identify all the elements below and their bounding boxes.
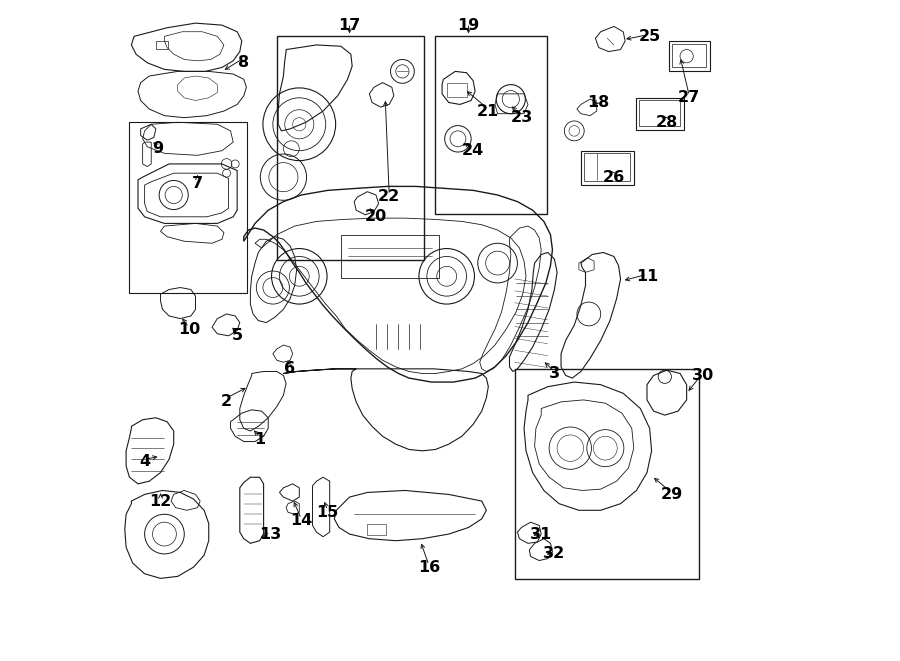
Text: 27: 27 (679, 91, 700, 105)
Bar (341, 235, 439, 278)
Text: 24: 24 (462, 143, 484, 158)
Bar (580, 151, 634, 185)
Text: 7: 7 (192, 176, 203, 191)
Bar (515, 369, 698, 579)
Bar (130, 122, 248, 293)
Text: 10: 10 (178, 322, 200, 336)
Bar (367, 524, 386, 535)
Text: 4: 4 (140, 454, 150, 469)
Text: 1: 1 (254, 432, 266, 447)
Text: 3: 3 (549, 366, 560, 381)
Text: 17: 17 (338, 18, 361, 32)
Text: 26: 26 (603, 170, 625, 184)
Text: 23: 23 (510, 110, 533, 125)
Text: 16: 16 (418, 560, 440, 574)
Bar (446, 83, 466, 97)
Text: 12: 12 (149, 494, 172, 508)
Text: 5: 5 (231, 329, 243, 343)
Text: 9: 9 (152, 141, 164, 156)
Bar (672, 44, 706, 67)
Text: 31: 31 (530, 527, 553, 541)
Bar (636, 98, 684, 130)
Text: 25: 25 (638, 29, 661, 44)
Text: 20: 20 (364, 210, 387, 224)
Text: 32: 32 (544, 547, 565, 561)
Bar (639, 100, 680, 126)
Text: 6: 6 (284, 362, 295, 376)
Bar (670, 41, 710, 71)
Text: 11: 11 (636, 269, 658, 284)
Text: 21: 21 (477, 104, 500, 118)
Text: 22: 22 (378, 190, 400, 204)
Text: 30: 30 (691, 368, 714, 383)
Text: 29: 29 (661, 487, 682, 502)
Text: 14: 14 (290, 514, 312, 528)
Text: 19: 19 (457, 18, 480, 32)
Bar (277, 36, 424, 260)
Text: 8: 8 (238, 56, 249, 70)
Bar (436, 36, 546, 214)
Text: 13: 13 (259, 527, 282, 541)
Bar (156, 41, 167, 49)
Bar (583, 153, 630, 181)
Text: 18: 18 (588, 95, 610, 110)
Text: 2: 2 (221, 395, 232, 409)
Text: 15: 15 (317, 505, 338, 520)
Text: 28: 28 (656, 115, 678, 130)
